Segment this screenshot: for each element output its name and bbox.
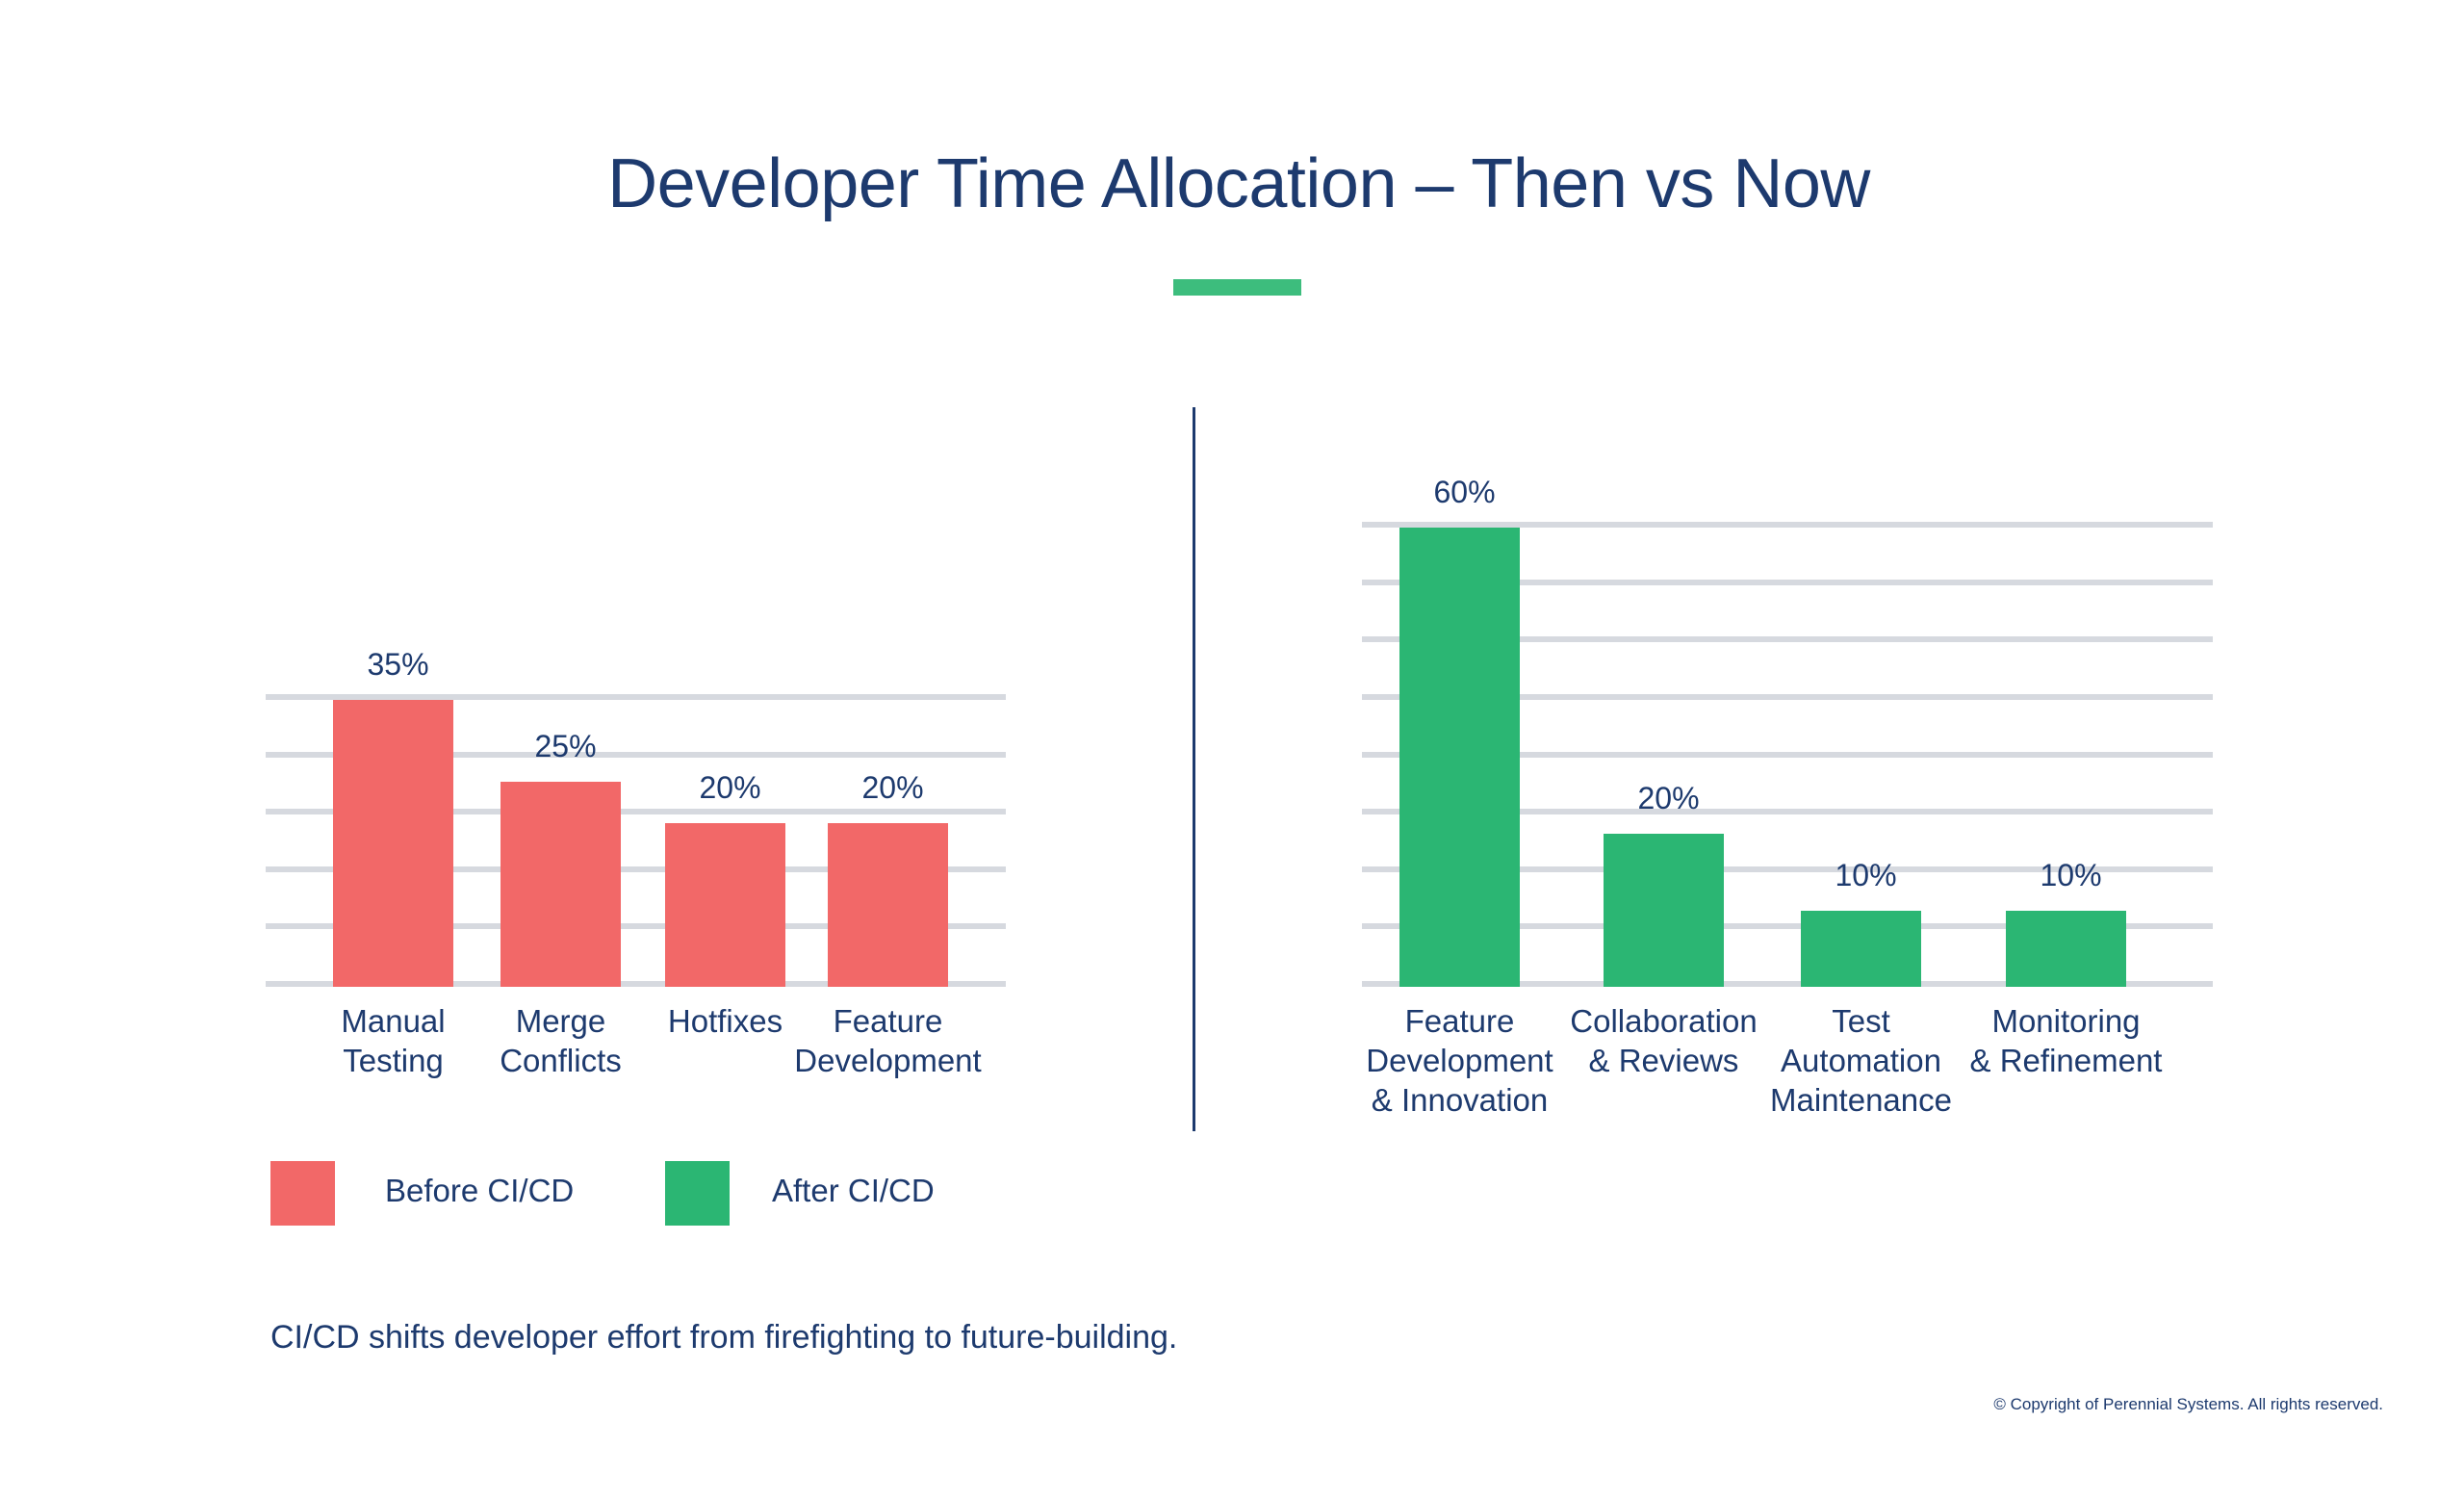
category-label: Feature Development xyxy=(794,1003,982,1078)
gridline xyxy=(1362,579,2213,585)
legend-swatch-after xyxy=(665,1161,730,1226)
title-accent-bar xyxy=(1173,279,1301,296)
gridline xyxy=(1362,866,2213,872)
gridline xyxy=(1362,981,2213,987)
category-label: Manual Testing xyxy=(341,1003,446,1078)
data-label: 35% xyxy=(367,647,429,682)
chart-title: Developer Time Allocation – Then vs Now xyxy=(607,145,1870,222)
category-label: Collaboration & Reviews xyxy=(1570,1003,1758,1078)
gridline xyxy=(266,809,1006,815)
legend-label-after: After CI/CD xyxy=(772,1173,935,1208)
gridline xyxy=(266,694,1006,700)
bar xyxy=(333,700,453,987)
bar xyxy=(1604,834,1724,987)
bar xyxy=(1399,528,1520,987)
data-label: 20% xyxy=(699,769,761,805)
gridline xyxy=(266,866,1006,872)
legend-swatch-before xyxy=(270,1161,335,1226)
bar xyxy=(2006,910,2126,987)
data-label: 10% xyxy=(2040,857,2102,892)
bar xyxy=(500,782,621,987)
category-label: Test Automation Maintenance xyxy=(1770,1003,1952,1118)
bar xyxy=(828,822,948,987)
category-label: Monitoring & Refinement xyxy=(1969,1003,2163,1078)
category-label: Hotfixes xyxy=(667,1003,783,1039)
gridline xyxy=(1362,923,2213,930)
gridline xyxy=(1362,751,2213,758)
chart-divider xyxy=(1193,407,1195,1131)
data-label: 60% xyxy=(1433,475,1496,510)
gridline xyxy=(1362,522,2213,529)
gridline xyxy=(266,981,1006,987)
gridline xyxy=(266,751,1006,758)
data-label: 25% xyxy=(534,729,597,764)
category-label: Merge Conflicts xyxy=(500,1003,622,1078)
gridline xyxy=(1362,694,2213,700)
category-label: Feature Development & Innovation xyxy=(1366,1003,1553,1118)
bar xyxy=(1801,910,1921,987)
copyright: © Copyright of Perennial Systems. All ri… xyxy=(1993,1395,2383,1413)
gridline xyxy=(1362,636,2213,643)
bar xyxy=(665,822,785,987)
data-label: 20% xyxy=(1637,781,1700,816)
legend-label-before: Before CI/CD xyxy=(385,1173,575,1208)
footnote: CI/CD shifts developer effort from firef… xyxy=(270,1319,1178,1356)
data-label: 10% xyxy=(1835,857,1897,892)
gridline xyxy=(1362,809,2213,815)
gridline xyxy=(266,923,1006,930)
data-label: 20% xyxy=(861,769,924,805)
